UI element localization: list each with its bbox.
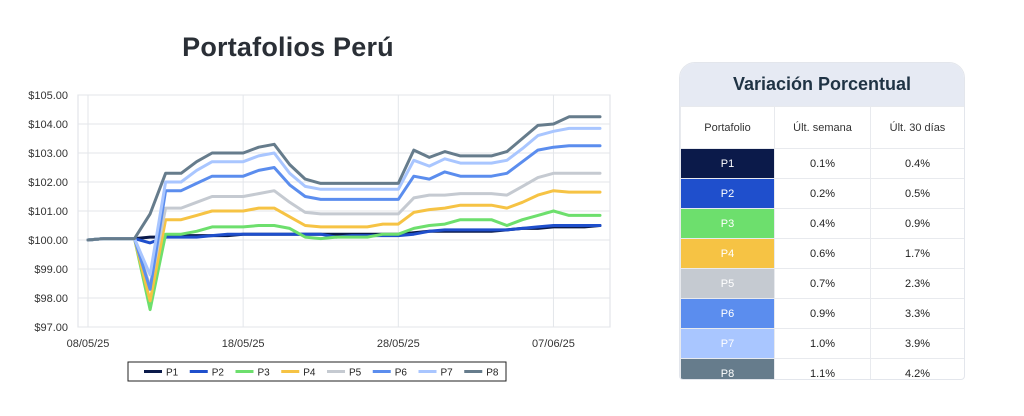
legend-label-p7: P7 (441, 368, 454, 379)
week-cell: 1.0% (774, 328, 871, 359)
week-cell: 0.7% (774, 268, 871, 299)
week-cell: 0.6% (774, 238, 871, 269)
x-tick-label: 28/05/25 (377, 338, 420, 350)
legend-box (127, 361, 507, 382)
legend-label-p4: P4 (303, 368, 316, 379)
series-line-p5 (86, 171, 602, 288)
table-header-row: Portafolio Últ. semana Últ. 30 días (680, 106, 964, 149)
table-row: P3 0.4% 0.9% (680, 208, 964, 239)
y-tick-label: $100.00 (28, 235, 68, 247)
series-line-p3 (86, 209, 602, 312)
table-title: Variación Porcentual (680, 63, 964, 106)
legend-label-p1: P1 (166, 368, 179, 379)
x-tick-label: 07/06/25 (532, 338, 575, 350)
portfolio-cell-p7: P7 (680, 328, 775, 359)
portfolio-cell-p8: P8 (680, 358, 775, 379)
header-month: Últ. 30 días (870, 106, 964, 149)
portfolio-cell-p1: P1 (680, 148, 775, 179)
y-tick-label: $104.00 (28, 119, 68, 131)
week-cell: 0.2% (774, 178, 871, 209)
table-row: P8 1.1% 4.2% (680, 358, 964, 379)
legend-label-p2: P2 (212, 368, 225, 379)
portfolio-cell-p2: P2 (680, 178, 775, 209)
month-cell: 0.9% (870, 208, 964, 239)
x-tick-label: 18/05/25 (222, 338, 265, 350)
series-line-p6 (86, 144, 602, 291)
month-cell: 4.2% (870, 358, 964, 379)
portfolio-cell-p3: P3 (680, 208, 775, 239)
table-row: P6 0.9% 3.3% (680, 298, 964, 329)
header-portfolio: Portafolio (680, 106, 775, 149)
month-cell: 0.5% (870, 178, 964, 209)
line-chart: $97.00 $98.00 $99.00 $100.00 $101.00 $102.00 $… (28, 90, 611, 382)
table-row: P7 1.0% 3.9% (680, 328, 964, 359)
month-cell: 0.4% (870, 148, 964, 179)
table-row: P2 0.2% 0.5% (680, 178, 964, 209)
header-week: Últ. semana (774, 106, 871, 149)
table-row: P5 0.7% 2.3% (680, 268, 964, 299)
x-tick-label: 08/05/25 (67, 338, 110, 350)
month-cell: 3.9% (870, 328, 964, 359)
portfolio-cell-p5: P5 (680, 268, 775, 299)
y-tick-label: $99.00 (34, 264, 68, 276)
y-tick-label: $101.00 (28, 206, 68, 218)
variation-table-card: Variación Porcentual Portafolio Últ. sem… (679, 62, 965, 380)
week-cell: 0.1% (774, 148, 871, 179)
week-cell: 0.4% (774, 208, 871, 239)
week-cell: 0.9% (774, 298, 871, 329)
legend-label-p8: P8 (486, 368, 499, 379)
y-tick-label: $98.00 (34, 293, 68, 305)
legend-label-p5: P5 (349, 368, 362, 379)
series-line-p8 (86, 115, 602, 242)
week-cell: 1.1% (774, 358, 871, 379)
y-tick-label: $97.00 (34, 322, 68, 334)
y-tick-label: $102.00 (28, 177, 68, 189)
month-cell: 2.3% (870, 268, 964, 299)
y-tick-label: $103.00 (28, 148, 68, 160)
series-line-p4 (86, 189, 602, 303)
month-cell: 1.7% (870, 238, 964, 269)
legend-label-p3: P3 (258, 368, 271, 379)
portfolio-cell-p4: P4 (680, 238, 775, 269)
variation-table: Portafolio Últ. semana Últ. 30 días P1 0… (680, 106, 964, 379)
month-cell: 3.3% (870, 298, 964, 329)
portfolio-cell-p6: P6 (680, 298, 775, 329)
legend-label-p6: P6 (395, 368, 408, 379)
series-line-p7 (86, 126, 602, 277)
table-row: P1 0.1% 0.4% (680, 148, 964, 179)
chart-title: Portafolios Perú (182, 32, 394, 62)
y-tick-label: $105.00 (28, 90, 68, 102)
table-row: P4 0.6% 1.7% (680, 238, 964, 269)
